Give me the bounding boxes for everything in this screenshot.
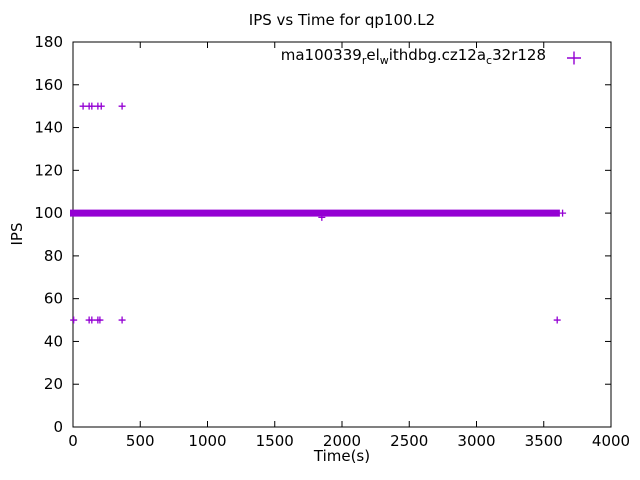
x-tick-label: 0 <box>68 432 78 450</box>
y-tick-label: 180 <box>34 33 63 51</box>
y-tick-label: 100 <box>34 204 63 222</box>
x-tick-label: 500 <box>126 432 155 450</box>
legend: ma100339relwithdbg.cz12ac32r128 <box>281 46 582 70</box>
legend-label: ma100339relwithdbg.cz12ac32r128 <box>281 46 546 70</box>
data-point <box>96 316 104 324</box>
data-point <box>88 316 96 324</box>
legend-marker-icon <box>567 51 581 65</box>
data-point <box>118 316 126 324</box>
legend-label-subscript: c <box>486 54 493 67</box>
chart-title: IPS vs Time for qp100.L2 <box>248 11 436 29</box>
data-point <box>559 209 567 217</box>
data-point <box>97 102 105 110</box>
legend-label-part: 32r128 <box>492 46 546 64</box>
y-tick-label: 60 <box>44 290 63 308</box>
data-point <box>318 213 326 221</box>
y-tick-label: 140 <box>34 119 63 137</box>
x-tick-label: 2500 <box>390 432 428 450</box>
legend-label-part: ithdbg.cz12a <box>388 46 487 64</box>
data-point <box>553 316 561 324</box>
x-tick-label: 3000 <box>457 432 495 450</box>
y-tick-label: 20 <box>44 375 63 393</box>
data-point <box>70 316 78 324</box>
legend-label-part: ma100339 <box>280 46 362 64</box>
plot-border <box>72 41 612 428</box>
x-tick-label: 2000 <box>323 432 361 450</box>
y-tick-label: 120 <box>34 161 63 179</box>
data-point <box>79 102 87 110</box>
legend-label-part: el <box>366 46 380 64</box>
series-dense-band <box>70 209 560 217</box>
x-axis-label: Time(s) <box>313 447 371 465</box>
legend-label-subscript: r <box>361 54 367 67</box>
data-point <box>118 102 126 110</box>
x-tick-label: 3500 <box>525 432 563 450</box>
x-tick-label: 1500 <box>256 432 294 450</box>
y-tick-label: 0 <box>53 418 63 436</box>
x-tick-label: 1000 <box>188 432 226 450</box>
y-tick-label: 80 <box>44 247 63 265</box>
y-tick-label: 40 <box>44 332 63 350</box>
y-tick-label: 160 <box>34 76 63 94</box>
x-tick-label: 4000 <box>592 432 630 450</box>
legend-label-subscript: w <box>379 54 389 67</box>
data-point <box>88 102 96 110</box>
